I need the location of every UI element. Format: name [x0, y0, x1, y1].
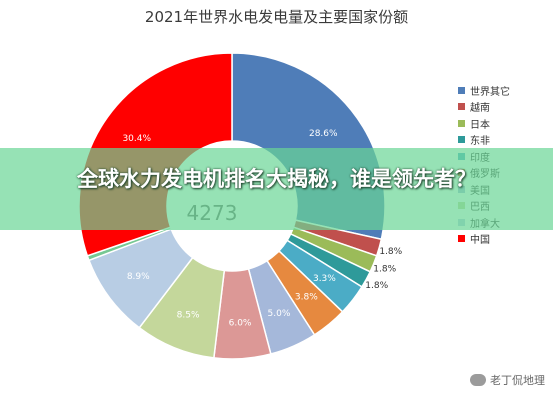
wechat-icon: [470, 374, 486, 386]
legend-swatch: [458, 119, 465, 127]
legend-swatch: [458, 136, 465, 144]
legend-label: 东非: [470, 136, 490, 148]
legend-item: 日本: [458, 115, 548, 132]
legend-item: 中国: [458, 231, 548, 248]
data-label-9: 8.9%: [127, 272, 150, 282]
headline-banner: 全球水力发电机排名大揭秘，谁是领先者？: [0, 148, 553, 230]
data-label-3: 1.8%: [365, 281, 388, 291]
data-label-7: 6.0%: [229, 319, 252, 329]
watermark: 老丁侃地理: [470, 372, 545, 388]
legend-swatch: [458, 235, 465, 243]
legend-item: 世界其它: [458, 82, 548, 99]
legend-item: 越南: [458, 99, 548, 116]
legend-label: 世界其它: [470, 86, 510, 98]
data-label-0: 28.6%: [309, 129, 338, 139]
legend-label: 日本: [470, 119, 490, 131]
data-label-1: 1.8%: [379, 247, 402, 257]
watermark-text: 老丁侃地理: [490, 374, 545, 387]
legend-label: 中国: [470, 235, 490, 247]
data-labels-group: 28.6% 1.8% 1.8% 1.8% 3.3% 3.8% 5.0% 6.0% 8.5% 8.9…: [122, 129, 402, 329]
data-label-6: 5.0%: [268, 309, 291, 319]
data-label-11: 30.4%: [122, 134, 151, 144]
data-label-8: 8.5%: [177, 310, 200, 320]
data-label-4: 3.3%: [313, 274, 336, 284]
data-label-5: 3.8%: [295, 292, 318, 302]
headline-text: 全球水力发电机排名大揭秘，谁是领先者？: [77, 167, 476, 191]
legend-item: 东非: [458, 132, 548, 149]
legend-label: 越南: [470, 103, 490, 115]
chart-title: 2021年世界水电发电量及主要国家份额: [144, 8, 409, 26]
legend-swatch: [458, 86, 465, 94]
data-label-2: 1.8%: [373, 264, 396, 274]
legend-swatch: [458, 103, 465, 111]
